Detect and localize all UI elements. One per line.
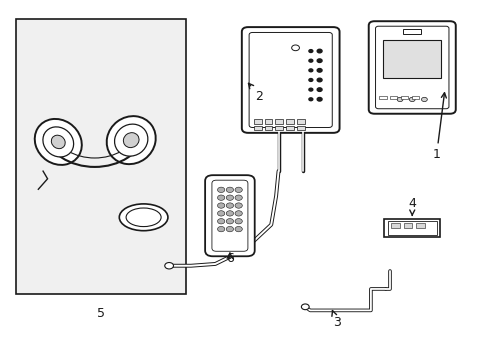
Text: 6: 6 <box>225 252 233 265</box>
Bar <box>389 96 397 99</box>
Ellipse shape <box>126 208 161 226</box>
Ellipse shape <box>35 119 81 165</box>
Circle shape <box>308 88 312 91</box>
Bar <box>16 19 186 294</box>
Circle shape <box>408 97 414 102</box>
Circle shape <box>164 262 173 269</box>
Circle shape <box>317 68 322 72</box>
Bar <box>383 40 440 77</box>
Circle shape <box>301 304 308 310</box>
Circle shape <box>308 69 312 72</box>
Bar <box>387 221 436 235</box>
Bar <box>285 119 293 124</box>
Bar <box>403 223 412 228</box>
Bar <box>402 29 421 34</box>
Circle shape <box>226 226 233 232</box>
Text: 1: 1 <box>432 93 446 162</box>
Text: 2: 2 <box>248 83 263 103</box>
Circle shape <box>308 78 312 81</box>
Bar <box>253 119 261 124</box>
Bar <box>264 119 272 124</box>
Bar <box>275 119 283 124</box>
FancyBboxPatch shape <box>204 175 254 256</box>
Circle shape <box>217 211 224 216</box>
Bar <box>285 126 293 130</box>
Bar <box>390 223 399 228</box>
Circle shape <box>317 59 322 63</box>
Bar <box>296 119 304 124</box>
FancyBboxPatch shape <box>211 180 247 251</box>
Circle shape <box>235 187 242 193</box>
Circle shape <box>235 226 242 232</box>
Text: 3: 3 <box>331 311 340 329</box>
Circle shape <box>226 219 233 224</box>
Circle shape <box>235 219 242 224</box>
Circle shape <box>317 49 322 53</box>
FancyBboxPatch shape <box>242 27 339 133</box>
Circle shape <box>226 187 233 193</box>
Bar <box>275 126 283 130</box>
Circle shape <box>226 195 233 201</box>
Text: 4: 4 <box>407 197 415 216</box>
Circle shape <box>421 97 427 102</box>
Circle shape <box>317 98 322 101</box>
Circle shape <box>217 203 224 208</box>
Bar <box>400 96 407 99</box>
Ellipse shape <box>51 135 65 149</box>
Circle shape <box>217 219 224 224</box>
Circle shape <box>308 98 312 101</box>
Bar <box>264 126 272 130</box>
Circle shape <box>396 97 402 102</box>
FancyBboxPatch shape <box>368 21 455 114</box>
FancyBboxPatch shape <box>375 26 448 109</box>
Ellipse shape <box>43 127 74 157</box>
Ellipse shape <box>123 133 139 148</box>
Circle shape <box>226 211 233 216</box>
Circle shape <box>317 88 322 91</box>
Ellipse shape <box>119 204 167 231</box>
Bar <box>379 96 386 99</box>
Circle shape <box>217 187 224 193</box>
Ellipse shape <box>106 116 155 164</box>
FancyBboxPatch shape <box>248 32 331 127</box>
Circle shape <box>317 78 322 82</box>
Circle shape <box>308 59 312 62</box>
Bar <box>384 219 439 237</box>
Bar <box>296 126 304 130</box>
Circle shape <box>308 50 312 53</box>
Circle shape <box>291 45 299 51</box>
Bar <box>253 126 261 130</box>
Circle shape <box>235 203 242 208</box>
Bar <box>415 223 424 228</box>
Circle shape <box>226 203 233 208</box>
Ellipse shape <box>114 124 147 156</box>
Bar <box>411 96 418 99</box>
Circle shape <box>235 195 242 201</box>
Circle shape <box>217 226 224 232</box>
Circle shape <box>235 211 242 216</box>
Text: 5: 5 <box>97 307 105 320</box>
Circle shape <box>217 195 224 201</box>
